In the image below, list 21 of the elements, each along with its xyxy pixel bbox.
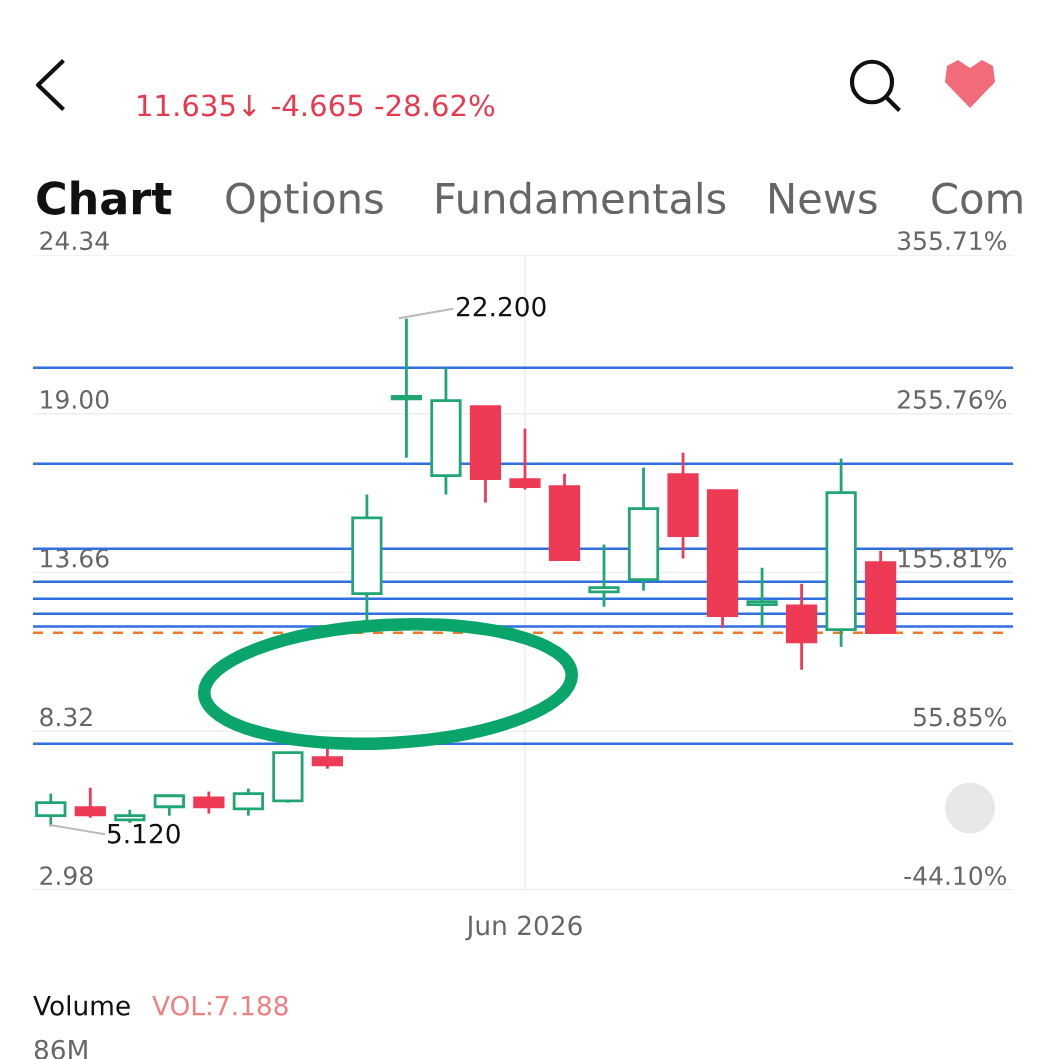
text: News (770, 183, 877, 215)
y-tick-label: 2.98 (40, 866, 93, 886)
y2-tick-label: 255.76% (898, 389, 1007, 409)
y2-tick-label: 155.81% (898, 548, 1007, 568)
y2-tick-label: 355.71% (898, 231, 1007, 251)
text: Fundamentals (437, 181, 726, 215)
text: 86M (34, 1039, 87, 1059)
y-tick-label: 24.34 (40, 231, 109, 251)
x-tick-label: Jun 2026 (465, 915, 582, 941)
y-tick-label: 19.00 (41, 390, 109, 409)
text: Com (932, 182, 1022, 215)
annotation: 5.120 (108, 823, 180, 844)
text: Options (226, 181, 383, 223)
text: VOL:7.188 (152, 995, 288, 1016)
text: Chart (37, 180, 172, 215)
y-tick-label: 8.32 (40, 707, 92, 727)
chart-subtitle: 11.635↓ -4.665 -28.62% (138, 94, 495, 117)
text: Volume (33, 995, 130, 1016)
y2-tick-label: 55.85% (914, 707, 1007, 727)
annotation: 22.200 (456, 296, 546, 317)
y2-tick-label: -44.10% (904, 866, 1007, 886)
